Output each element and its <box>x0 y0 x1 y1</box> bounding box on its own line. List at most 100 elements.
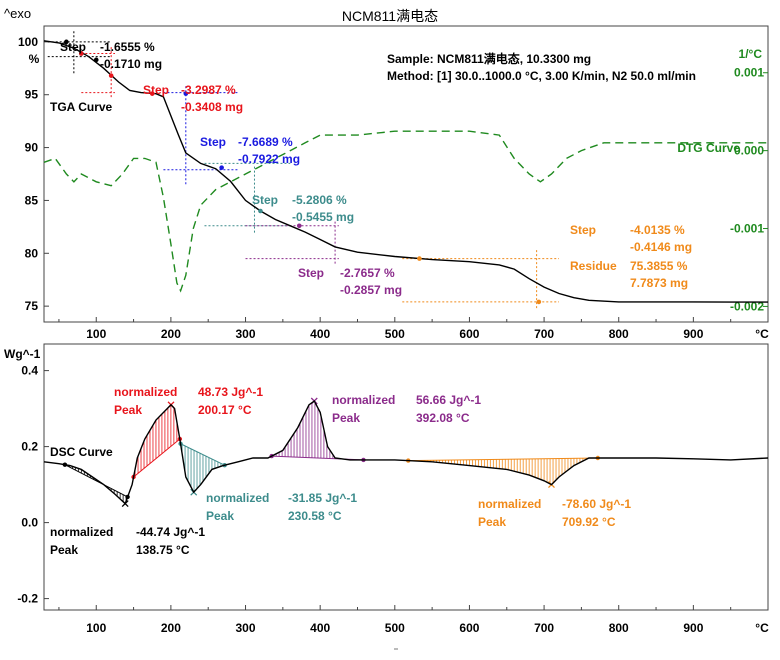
dsc-curve <box>43 399 769 505</box>
tga-x-tick-label: 600 <box>459 327 479 341</box>
peak-normalized-label: normalized <box>478 497 541 511</box>
step-mass: -0.7922 mg <box>238 152 300 166</box>
exo-direction-label: ^exo <box>4 6 32 21</box>
tga-x-tick-label: 900 <box>683 327 703 341</box>
peak-temperature: 200.17 °C <box>198 403 252 417</box>
tga-x-tick-label: 800 <box>609 327 629 341</box>
step-label: Step <box>60 40 86 54</box>
tga-panel-frame <box>43 25 769 323</box>
peak-baseline <box>180 443 225 466</box>
residue-mass: 7.7873 mg <box>630 276 688 290</box>
tga-layer: 100 200 300 400 500 600 700 800 900 °C 100 95 90 85 80… <box>18 31 769 341</box>
step-percent: -1.6555 % <box>100 40 155 54</box>
dsc-x-unit-label: °C <box>755 621 769 635</box>
peak-label: Peak <box>332 411 360 425</box>
peak-value: 48.73 Jg^-1 <box>198 385 263 399</box>
dtg-curve <box>43 130 768 293</box>
peak-label: Peak <box>206 509 234 523</box>
step-marker <box>93 57 99 63</box>
dtg-y-tick-label: -0.001 <box>730 222 764 236</box>
dsc-panel-frame <box>43 343 769 611</box>
step-label: Step <box>252 193 278 207</box>
dsc-y-tick-label: -0.2 <box>17 592 38 606</box>
peak-value: -44.74 Jg^-1 <box>136 525 205 539</box>
dsc-y-tick-label: 0.0 <box>21 516 38 530</box>
peak-normalized-label: normalized <box>50 525 113 539</box>
dtg-y-tick-label: -0.002 <box>730 299 764 313</box>
dtg-y-tick-label: 0.000 <box>734 144 764 158</box>
tga-curve <box>43 40 768 303</box>
tga-y-unit-label: % <box>29 52 40 66</box>
step-percent: -4.0135 % <box>630 223 685 237</box>
tga-x-unit-label: °C <box>755 327 769 341</box>
peak-temperature: 230.58 °C <box>288 509 342 523</box>
dsc-x-tick-label: 200 <box>161 621 181 635</box>
dsc-x-tick-label: 400 <box>310 621 330 635</box>
step-label: Step <box>143 83 169 97</box>
step-marker <box>258 208 263 214</box>
tga-y-tick-label: 100 <box>18 35 38 49</box>
step-label: Step <box>298 266 324 280</box>
peak-label: Peak <box>50 543 78 557</box>
dtg-y-unit-label: 1/°C <box>739 47 763 61</box>
tga-x-tick-label: 200 <box>161 327 181 341</box>
peak-label: Peak <box>478 515 506 529</box>
step-marker <box>536 299 542 305</box>
peak-baseline <box>408 457 598 462</box>
residue-percent: 75.3855 % <box>630 259 688 273</box>
tga-x-tick-label: 400 <box>310 327 330 341</box>
dsc-x-tick-label: 100 <box>86 621 106 635</box>
peak-value: 56.66 Jg^-1 <box>416 393 481 407</box>
dsc-y-tick-label: 0.2 <box>21 440 38 454</box>
step-marker <box>79 51 84 56</box>
dtg-y-tick-label: 0.001 <box>734 66 764 80</box>
tga-curve-label: TGA Curve <box>50 100 113 114</box>
step-percent: -2.7657 % <box>340 266 395 280</box>
step-mass: -0.2857 mg <box>340 283 402 297</box>
tga-x-tick-label: 100 <box>86 327 106 341</box>
step-marker <box>219 165 224 170</box>
dsc-x-tick-label: 800 <box>609 621 629 635</box>
peak-value: -78.60 Jg^-1 <box>562 497 631 511</box>
tga-x-tick-label: 700 <box>534 327 554 341</box>
peak-value: -31.85 Jg^-1 <box>288 491 357 505</box>
step-percent: -7.6689 % <box>238 135 293 149</box>
tga-x-tick-label: 500 <box>385 327 405 341</box>
dsc-x-tick-label: 600 <box>459 621 479 635</box>
peak-temperature: 138.75 °C <box>136 543 190 557</box>
step-mass: -0.1710 mg <box>100 57 162 71</box>
tga-y-tick-label: 80 <box>25 246 39 260</box>
peak-temperature: 709.92 °C <box>562 515 616 529</box>
step-marker <box>108 73 114 78</box>
step-marker <box>296 223 302 229</box>
tga-y-tick-label: 75 <box>25 299 39 313</box>
dsc-y-tick-label: 0.4 <box>21 364 38 378</box>
peak-temperature: 392.08 °C <box>416 411 470 425</box>
step-label: Step <box>570 223 596 237</box>
peak-normalized-label: normalized <box>332 393 395 407</box>
step-percent: -5.2806 % <box>292 193 347 207</box>
peak-normalized-label: normalized <box>206 491 269 505</box>
footer-mark <box>394 648 398 650</box>
residue-label: Residue <box>570 259 617 273</box>
dsc-x-tick-label: 900 <box>683 621 703 635</box>
peak-normalized-label: normalized <box>114 385 177 399</box>
step-percent: -3.2987 % <box>181 83 236 97</box>
dsc-curve-label: DSC Curve <box>50 445 113 459</box>
dsc-x-tick-label: 500 <box>385 621 405 635</box>
dsc-y-unit-label: Wg^-1 <box>4 347 41 361</box>
step-marker <box>64 39 69 45</box>
sample-info: Sample: NCM811满电态, 10.3300 mg <box>387 51 591 66</box>
dtg-curve-label: DTG Curve <box>677 141 740 155</box>
step-marker <box>149 91 155 96</box>
tga-y-tick-label: 90 <box>25 141 39 155</box>
dsc-x-tick-label: 300 <box>236 621 256 635</box>
step-label: Step <box>200 135 226 149</box>
step-mass: -0.5455 mg <box>292 210 354 224</box>
step-marker <box>417 256 422 261</box>
peak-baseline <box>133 438 181 478</box>
step-mass: -0.3408 mg <box>181 100 243 114</box>
peak-baseline <box>64 464 128 498</box>
dsc-layer: 100 200 300 400 500 600 700 800 900 °C 0.4 0.2 0.0 -0… <box>4 347 769 635</box>
